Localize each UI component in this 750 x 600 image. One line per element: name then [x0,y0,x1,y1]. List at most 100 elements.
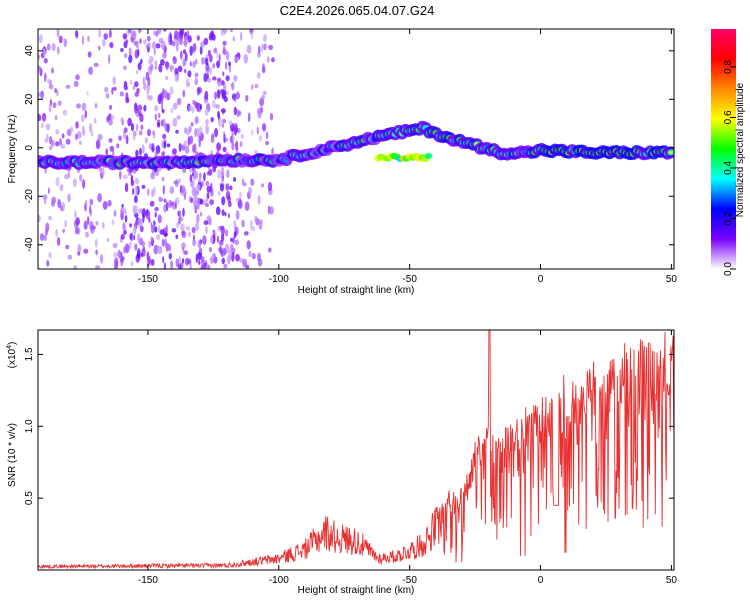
noise-dot [221,196,226,206]
snr-frame [37,329,675,571]
noise-dot [102,200,108,210]
noise-dot [55,141,60,147]
noise-dot [158,225,161,234]
noise-dot [162,52,167,59]
noise-dot [160,40,166,50]
noise-dot [111,219,115,226]
noise-dot [259,97,265,107]
noise-dot [39,233,45,241]
noise-dot [195,183,201,192]
noise-dot [102,222,105,229]
spectrogram-y-tick-label: 40 [24,45,35,57]
noise-dot [48,104,52,113]
noise-dot [263,43,267,51]
noise-dot [266,56,270,63]
colorbar-ticks: 0.0 0.2 0.4 0.6 0.8 [723,60,736,276]
noise-dot [214,91,217,100]
noise-dot [85,199,88,207]
noise-dot [192,238,197,247]
noise-dot [58,35,63,44]
noise-dot [49,135,53,145]
noise-dot [197,252,202,261]
noise-dot [119,91,124,97]
noise-dot [43,72,47,83]
noise-dot [140,58,143,65]
noise-dot [249,219,253,229]
noise-dot [185,78,190,88]
noise-dot [210,117,214,123]
snr-y-tick-label: 0.5 [24,491,35,505]
snr-series-line [38,330,674,570]
noise-dot [54,114,58,121]
noise-dot [154,60,158,67]
noise-dot [146,208,149,216]
noise-dot [55,129,60,135]
noise-dot [113,252,118,258]
noise-dot [120,48,124,52]
noise-dot [164,122,168,132]
colorbar-tick-label: 0.8 [723,60,734,74]
noise-dot [62,109,68,116]
noise-dot [139,130,143,136]
snr-marks [38,330,674,570]
noise-dot [128,241,132,249]
noise-dot [265,140,269,146]
noise-dot [224,212,227,217]
noise-dot [45,123,51,131]
noise-dot [251,84,254,90]
noise-dot [262,123,267,132]
noise-dot [170,260,173,269]
noise-dot [269,112,274,121]
noise-dot [119,170,122,180]
noise-dot [130,232,133,242]
noise-dot [222,40,227,46]
noise-dot [187,35,192,43]
noise-dot [184,68,187,74]
noise-dot [189,262,192,269]
noise-dot [142,77,146,83]
noise-dot [216,60,221,69]
noise-dot [90,131,94,137]
noise-dot [130,123,135,132]
noise-dot [172,148,177,155]
noise-dot [196,127,199,137]
noise-dot [230,237,233,242]
noise-dot [113,86,117,91]
noise-dot [125,39,129,44]
spectrogram-y-label: Frequency (Hz) [7,115,18,184]
noise-dot [163,141,167,149]
noise-dot [109,145,115,152]
noise-dot [134,195,138,204]
noise-dot [171,41,176,47]
noise-dot [205,197,209,203]
noise-dot [222,123,224,128]
noise-dot [234,239,239,246]
noise-dot [41,112,47,122]
noise-dot [38,34,43,44]
noise-dot [56,237,61,246]
noise-dot [95,265,101,269]
noise-dot [203,220,209,226]
noise-dot [123,230,127,235]
noise-dot [147,42,151,48]
noise-dot [112,76,116,85]
noise-dot [135,149,139,158]
noise-dot [150,259,155,266]
noise-dot [257,252,261,262]
noise-dot [203,172,206,182]
noise-dot [198,260,201,265]
snr-x-tick-label: -100 [269,575,289,586]
noise-dot [128,29,132,34]
noise-dot [257,195,261,205]
noise-dot [180,185,186,193]
noise-dot [123,127,128,133]
noise-dot [111,87,114,95]
noise-dot [108,54,111,64]
colorbar-tick-label: 0.0 [723,262,734,276]
noise-dot [177,262,182,269]
noise-dot [169,86,174,96]
noise-dot [118,135,122,141]
noise-dot [169,201,175,206]
noise-dot [57,100,62,106]
noise-dot [195,221,200,232]
